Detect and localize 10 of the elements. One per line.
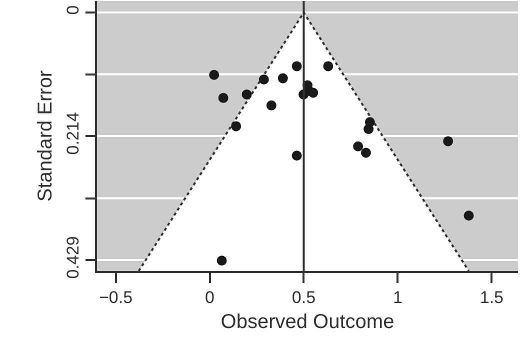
x-tick-label: 1 xyxy=(392,288,402,308)
x-tick-label: 0.5 xyxy=(292,288,316,308)
y-axis-title: Standard Error xyxy=(34,70,56,202)
x-tick-label: 0 xyxy=(205,288,215,308)
x-tick-label: −0.5 xyxy=(99,288,133,308)
y-tick-label: 0 xyxy=(63,5,82,15)
y-tick-label: 0.214 xyxy=(63,112,82,155)
x-axis-title: Observed Outcome xyxy=(220,311,394,334)
y-tick-label: 0.429 xyxy=(63,236,82,279)
x-tick-label: 1.5 xyxy=(480,288,504,308)
